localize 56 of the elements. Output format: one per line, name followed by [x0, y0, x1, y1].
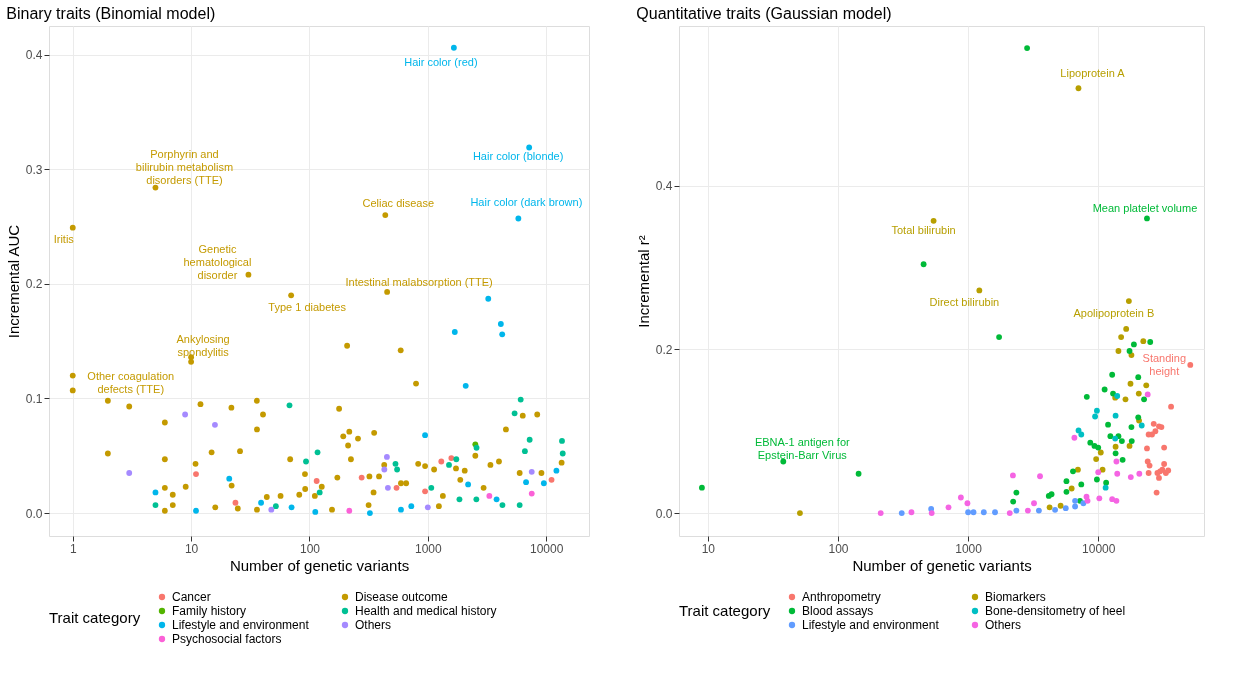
legend-label: Blood assays: [802, 604, 874, 618]
x-tick-label: 100: [299, 541, 321, 556]
annotation: EBNA-1 antigen for Epstein-Barr Virus: [754, 435, 851, 461]
x-tick-label: 100: [828, 541, 849, 556]
x-tick-label: 1000: [955, 541, 983, 556]
x-tick-label: 10: [184, 541, 199, 556]
chart-title: Quantitative traits (Gaussian model): [636, 5, 892, 22]
x-axis-title: Number of genetic variants: [229, 556, 410, 574]
annotation: Direct bilirubin: [929, 296, 1000, 309]
annotation: Celiac disease: [362, 197, 435, 210]
legend-label: Others: [985, 618, 1022, 632]
x-tick-label: 10: [701, 541, 716, 556]
y-tick-label: 0.0: [25, 506, 43, 521]
y-axis-title: Incremental AUC: [4, 224, 22, 339]
legend-label: Bone-densitometry of heel: [985, 604, 1126, 618]
legend-title: Trait category: [679, 602, 771, 619]
annotation: Iritis: [53, 232, 75, 245]
y-axis-title: Incremental r²: [634, 235, 652, 328]
annotation: Porphyrin and bilirubin metabolism disorders (TTE): [135, 147, 234, 186]
legend-label: Biomarkers: [985, 590, 1046, 604]
legend-label: Family history: [172, 604, 247, 618]
x-tick-label: 1000: [414, 541, 442, 556]
legend-title: Trait category: [49, 609, 141, 626]
legend-label: Lifestyle and environment: [802, 618, 940, 632]
legend-label: Others: [355, 618, 392, 632]
annotation: Lipoprotein A: [1060, 67, 1126, 80]
x-axis-title: Number of genetic variants: [852, 556, 1032, 574]
annotation: Ankylosing spondylitis: [176, 333, 230, 359]
annotation: Intestinal malabsorption (TTE): [345, 275, 493, 288]
x-tick-label: 10000: [530, 541, 564, 556]
y-tick-label: 0.2: [655, 342, 673, 357]
annotation: Total bilirubin: [891, 223, 956, 236]
legend-label: Psychosocial factors: [172, 632, 282, 646]
annotation: Hair color (blonde): [472, 150, 564, 163]
x-tick-label: 1: [69, 541, 77, 556]
annotation: Hair color (dark brown): [470, 195, 583, 208]
chart-title: Binary traits (Binomial model): [6, 5, 216, 22]
y-tick-label: 0.1: [25, 391, 43, 406]
x-tick-label: 10000: [1082, 541, 1116, 556]
annotation: Apolipoprotein B: [1073, 307, 1155, 320]
legend-label: Cancer: [172, 590, 211, 604]
legend-label: Anthropometry: [802, 590, 881, 604]
y-tick-label: 0.4: [655, 179, 673, 194]
annotation: Standing height: [1142, 351, 1187, 377]
annotation: Hair color (red): [404, 55, 478, 68]
annotation: Other coagulation defects (TTE): [87, 369, 175, 395]
y-tick-label: 0.0: [655, 506, 673, 521]
legend-label: Disease outcome: [355, 590, 449, 604]
legend-label: Health and medical history: [355, 604, 497, 618]
y-tick-label: 0.2: [25, 277, 43, 292]
legend-label: Lifestyle and environment: [172, 618, 310, 632]
annotation: Mean platelet volume: [1092, 202, 1198, 215]
y-tick-label: 0.3: [25, 162, 43, 177]
annotation: Genetic hematological disorder: [183, 242, 252, 281]
annotation: Type 1 diabetes: [268, 301, 347, 314]
y-tick-label: 0.4: [25, 48, 43, 63]
